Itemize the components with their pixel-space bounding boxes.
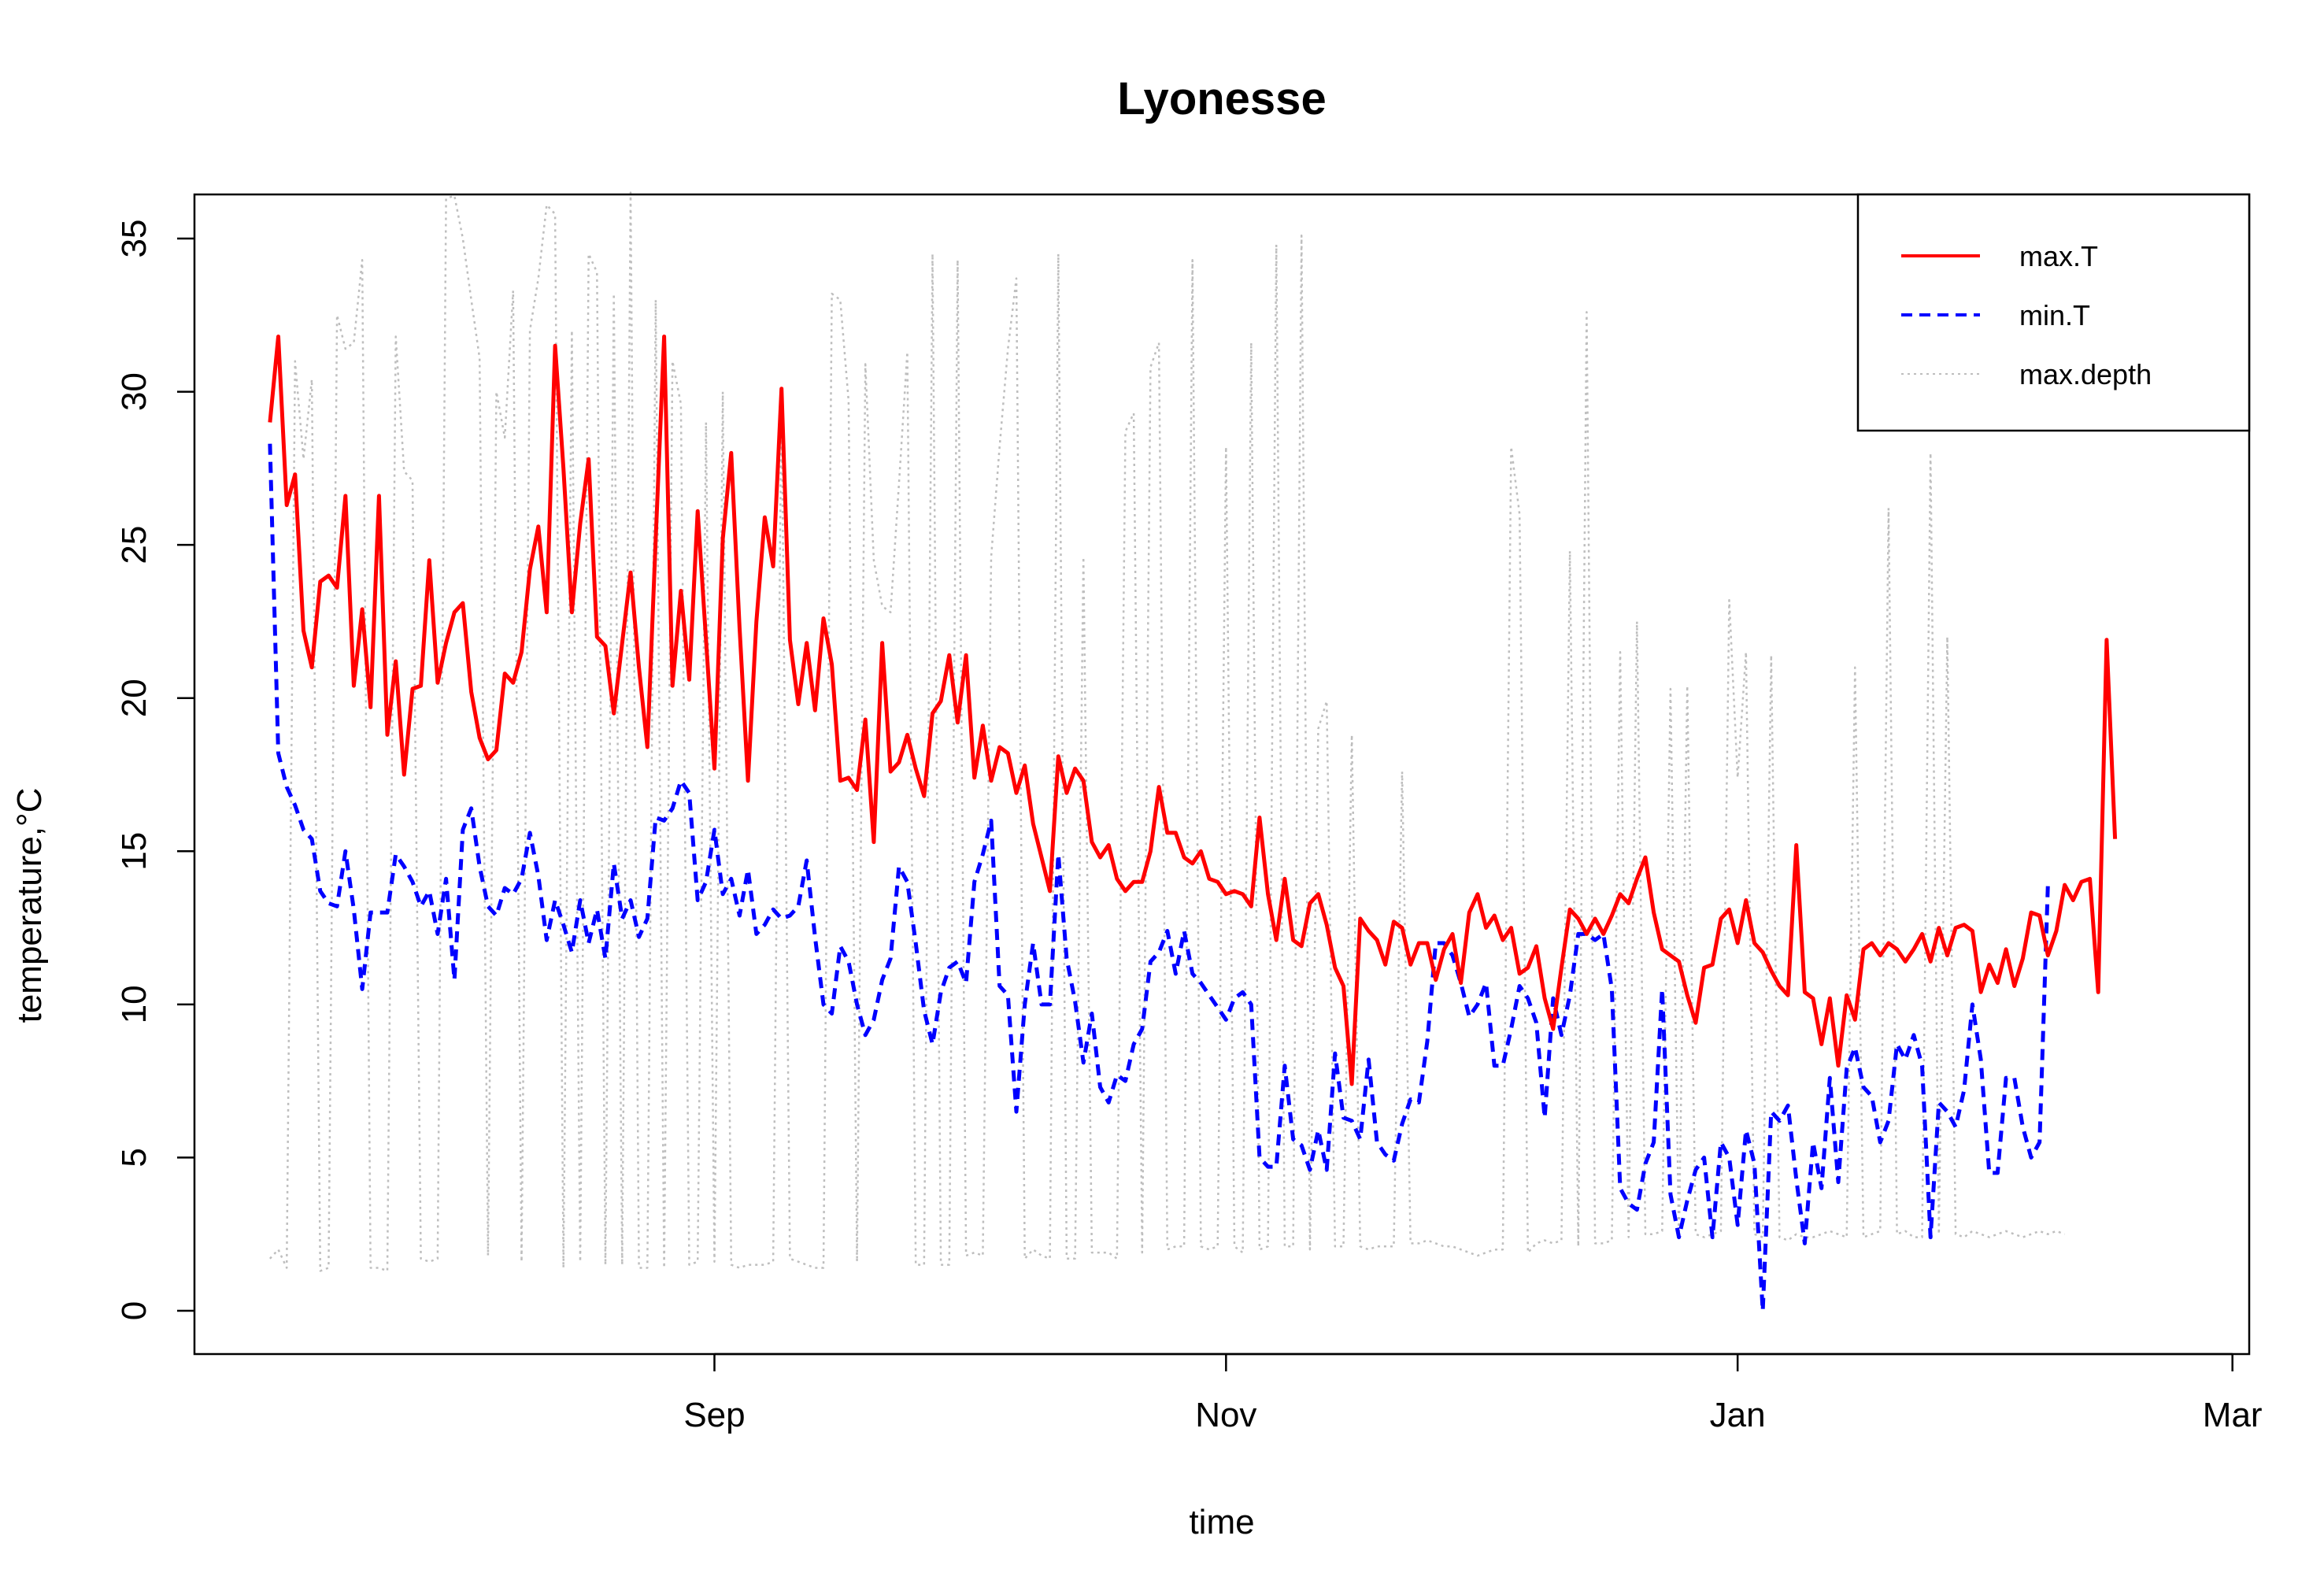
x-tick-label-0: Sep [683,1396,745,1434]
y-tick-label-3: 15 [115,832,154,871]
y-tick-label-4: 20 [115,679,154,717]
x-tick-label-2: Jan [1710,1396,1766,1434]
y-axis-label: temperature,°C [10,788,49,1023]
y-tick-label-6: 30 [115,372,154,411]
x-axis-label: time [1189,1503,1254,1541]
legend-label-max-T: max.T [2019,240,2098,272]
y-tick-label-2: 10 [115,985,154,1023]
y-tick-label-7: 35 [115,220,154,258]
series-line-max-depth [268,191,2066,1272]
legend-label-max-depth: max.depth [2019,358,2152,390]
legend: max.T min.T max.depth [1856,193,2251,432]
axes: 0 5 10 15 20 25 30 35 Sep Nov Jan Mar [115,220,2263,1434]
chart-title: Lyonesse [1117,73,1326,124]
y-tick-label-1: 5 [115,1148,154,1167]
legend-box [1856,193,2251,432]
y-tick-label-0: 0 [115,1301,154,1320]
x-tick-label-3: Mar [2203,1396,2263,1434]
plot-area [268,191,2118,1313]
series-line-max-T [268,335,2118,1086]
legend-label-min-T: min.T [2019,299,2090,331]
series-line-min-T [268,443,2050,1313]
x-tick-label-1: Nov [1195,1396,1256,1434]
y-tick-label-5: 25 [115,526,154,564]
